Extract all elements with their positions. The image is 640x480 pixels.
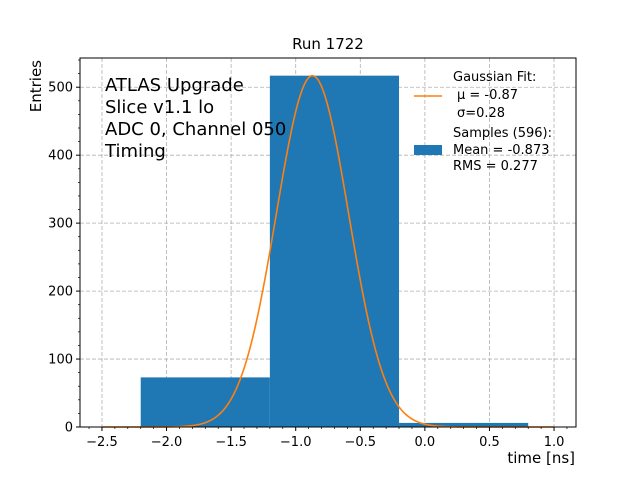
legend-fit-line-1: Gaussian Fit: <box>453 70 536 85</box>
legend-hist-swatch <box>414 145 442 155</box>
histogram-bar-1 <box>269 75 400 427</box>
y-axis-label: Entries <box>27 60 45 112</box>
y-tick-label-1: 100 <box>48 353 73 368</box>
x-tick-label-1: −2.0 <box>151 435 183 450</box>
y-tick-label-3: 300 <box>48 217 73 232</box>
x-tick-label-2: −1.5 <box>215 435 247 450</box>
legend-fit-line-3: σ=0.28 <box>457 106 505 121</box>
x-tick-label-5: 0.0 <box>415 435 436 450</box>
x-tick-label-7: 1.0 <box>544 435 565 450</box>
x-axis-ticks: −2.5 −2.0 −1.5 −1.0 −0.5 0.0 0.5 1.0 <box>86 427 568 450</box>
histogram-bar-2 <box>399 422 529 427</box>
histogram-bar-0 <box>140 377 270 427</box>
legend-hist-line-2: Mean = -0.873 <box>453 143 549 158</box>
legend-hist-line-3: RMS = 0.277 <box>453 159 538 174</box>
annotation-line-4: Timing <box>104 141 166 162</box>
legend-fit-line-2: μ = -0.87 <box>457 88 518 103</box>
plot-frame <box>79 57 577 428</box>
annotation-line-3: ADC 0, Channel 050 <box>105 119 286 140</box>
x-tick-label-4: −0.5 <box>345 435 377 450</box>
y-tick-label-0: 0 <box>65 421 73 436</box>
y-axis-ticks: 0 100 200 300 400 500 <box>48 59 80 436</box>
x-axis-label: time [ns] <box>507 449 575 467</box>
y-tick-label-4: 400 <box>48 149 73 164</box>
chart-title: Run 1722 <box>292 35 364 53</box>
y-tick-label-5: 500 <box>48 81 73 96</box>
legend: Gaussian Fit: μ = -0.87 σ=0.28 Samples (… <box>414 70 552 174</box>
x-tick-label-0: −2.5 <box>86 435 118 450</box>
annotation-line-2: Slice v1.1 lo <box>105 97 214 118</box>
x-tick-label-3: −1.0 <box>280 435 312 450</box>
annotation-block: ATLAS Upgrade Slice v1.1 lo ADC 0, Chann… <box>104 75 286 162</box>
annotation-line-1: ATLAS Upgrade <box>105 75 244 96</box>
legend-hist-line-1: Samples (596): <box>453 126 552 141</box>
y-tick-label-2: 200 <box>48 285 73 300</box>
x-tick-label-6: 0.5 <box>479 435 500 450</box>
